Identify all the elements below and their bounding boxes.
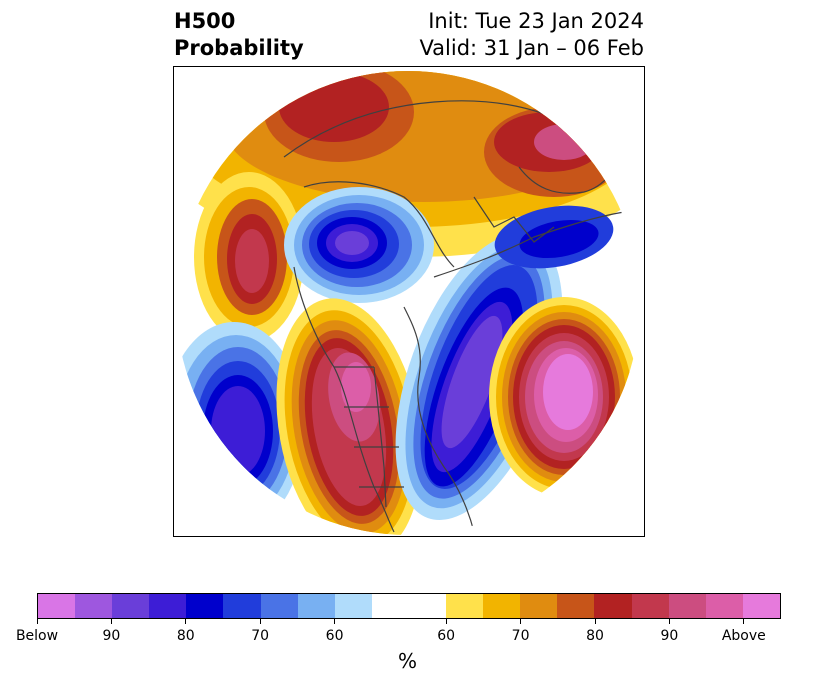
title-quantity: Probability bbox=[174, 36, 304, 60]
colorbar-tick-label: 90 bbox=[102, 628, 121, 644]
above-western-north-america-region bbox=[276, 298, 422, 535]
colorbar-segment bbox=[483, 594, 521, 618]
colorbar-tick-mark bbox=[445, 619, 447, 624]
colorbar-segment bbox=[75, 594, 113, 618]
colorbar-tick-label: 60 bbox=[325, 628, 344, 644]
colorbar-tick-label: 70 bbox=[251, 628, 270, 644]
colorbar-tick-label: 80 bbox=[176, 628, 195, 644]
colorbar-tick-label: 70 bbox=[511, 628, 530, 644]
map-canvas bbox=[174, 71, 640, 535]
colorbar-unit-label: % bbox=[398, 649, 418, 673]
colorbar-tick-label: Above bbox=[721, 628, 766, 644]
colorbar-tick-label: Below bbox=[15, 628, 59, 644]
colorbar-segment bbox=[520, 594, 558, 618]
forecast-dates: Init: Tue 23 Jan 2024 Valid: 31 Jan – 06… bbox=[419, 8, 644, 62]
colorbar-tick-mark bbox=[185, 619, 187, 624]
colorbar-segment bbox=[446, 594, 484, 618]
colorbar-tick-label: 90 bbox=[660, 628, 679, 644]
colorbar-segment bbox=[705, 594, 743, 618]
colorbar-tick-mark bbox=[668, 619, 670, 624]
below-siberia-region bbox=[284, 187, 434, 303]
valid-range: Valid: 31 Jan – 06 Feb bbox=[419, 36, 644, 60]
colorbar-tick-mark bbox=[334, 619, 336, 624]
colorbar-segment bbox=[557, 594, 595, 618]
colorbar-segment bbox=[223, 594, 261, 618]
colorbar-tick-label: 80 bbox=[586, 628, 604, 644]
colorbar-segment bbox=[371, 594, 447, 618]
colorbar-tick-mark bbox=[110, 619, 112, 624]
above-scandinavia-region bbox=[484, 107, 624, 197]
colorbar-tick-mark bbox=[743, 619, 745, 624]
colorbar-tick-mark bbox=[594, 619, 596, 624]
colorbar-segment bbox=[149, 594, 187, 618]
colorbar-segment bbox=[186, 594, 224, 618]
title-variable: H500 bbox=[174, 9, 236, 33]
probability-field bbox=[176, 71, 640, 535]
colorbar-tick-mark bbox=[259, 619, 261, 624]
colorbar-segment bbox=[297, 594, 335, 618]
colorbar-segment bbox=[334, 594, 372, 618]
map-title: H500 Probability bbox=[174, 8, 304, 62]
above-north-pacific-region bbox=[194, 172, 304, 342]
colorbar-segment bbox=[668, 594, 706, 618]
colorbar-tick-label: 60 bbox=[437, 628, 456, 644]
colorbar-segment bbox=[260, 594, 298, 618]
colorbar-segment bbox=[742, 594, 780, 618]
colorbar-segment bbox=[112, 594, 150, 618]
init-date: Init: Tue 23 Jan 2024 bbox=[428, 9, 644, 33]
colorbar-segment bbox=[38, 594, 76, 618]
colorbar-segment bbox=[594, 594, 632, 618]
colorbar-tick-mark bbox=[36, 619, 38, 624]
above-north-atlantic-region bbox=[489, 297, 639, 497]
colorbar-tick-mark bbox=[520, 619, 522, 624]
probability-map bbox=[173, 66, 645, 537]
colorbar-segment bbox=[631, 594, 669, 618]
colorbar bbox=[37, 593, 781, 619]
